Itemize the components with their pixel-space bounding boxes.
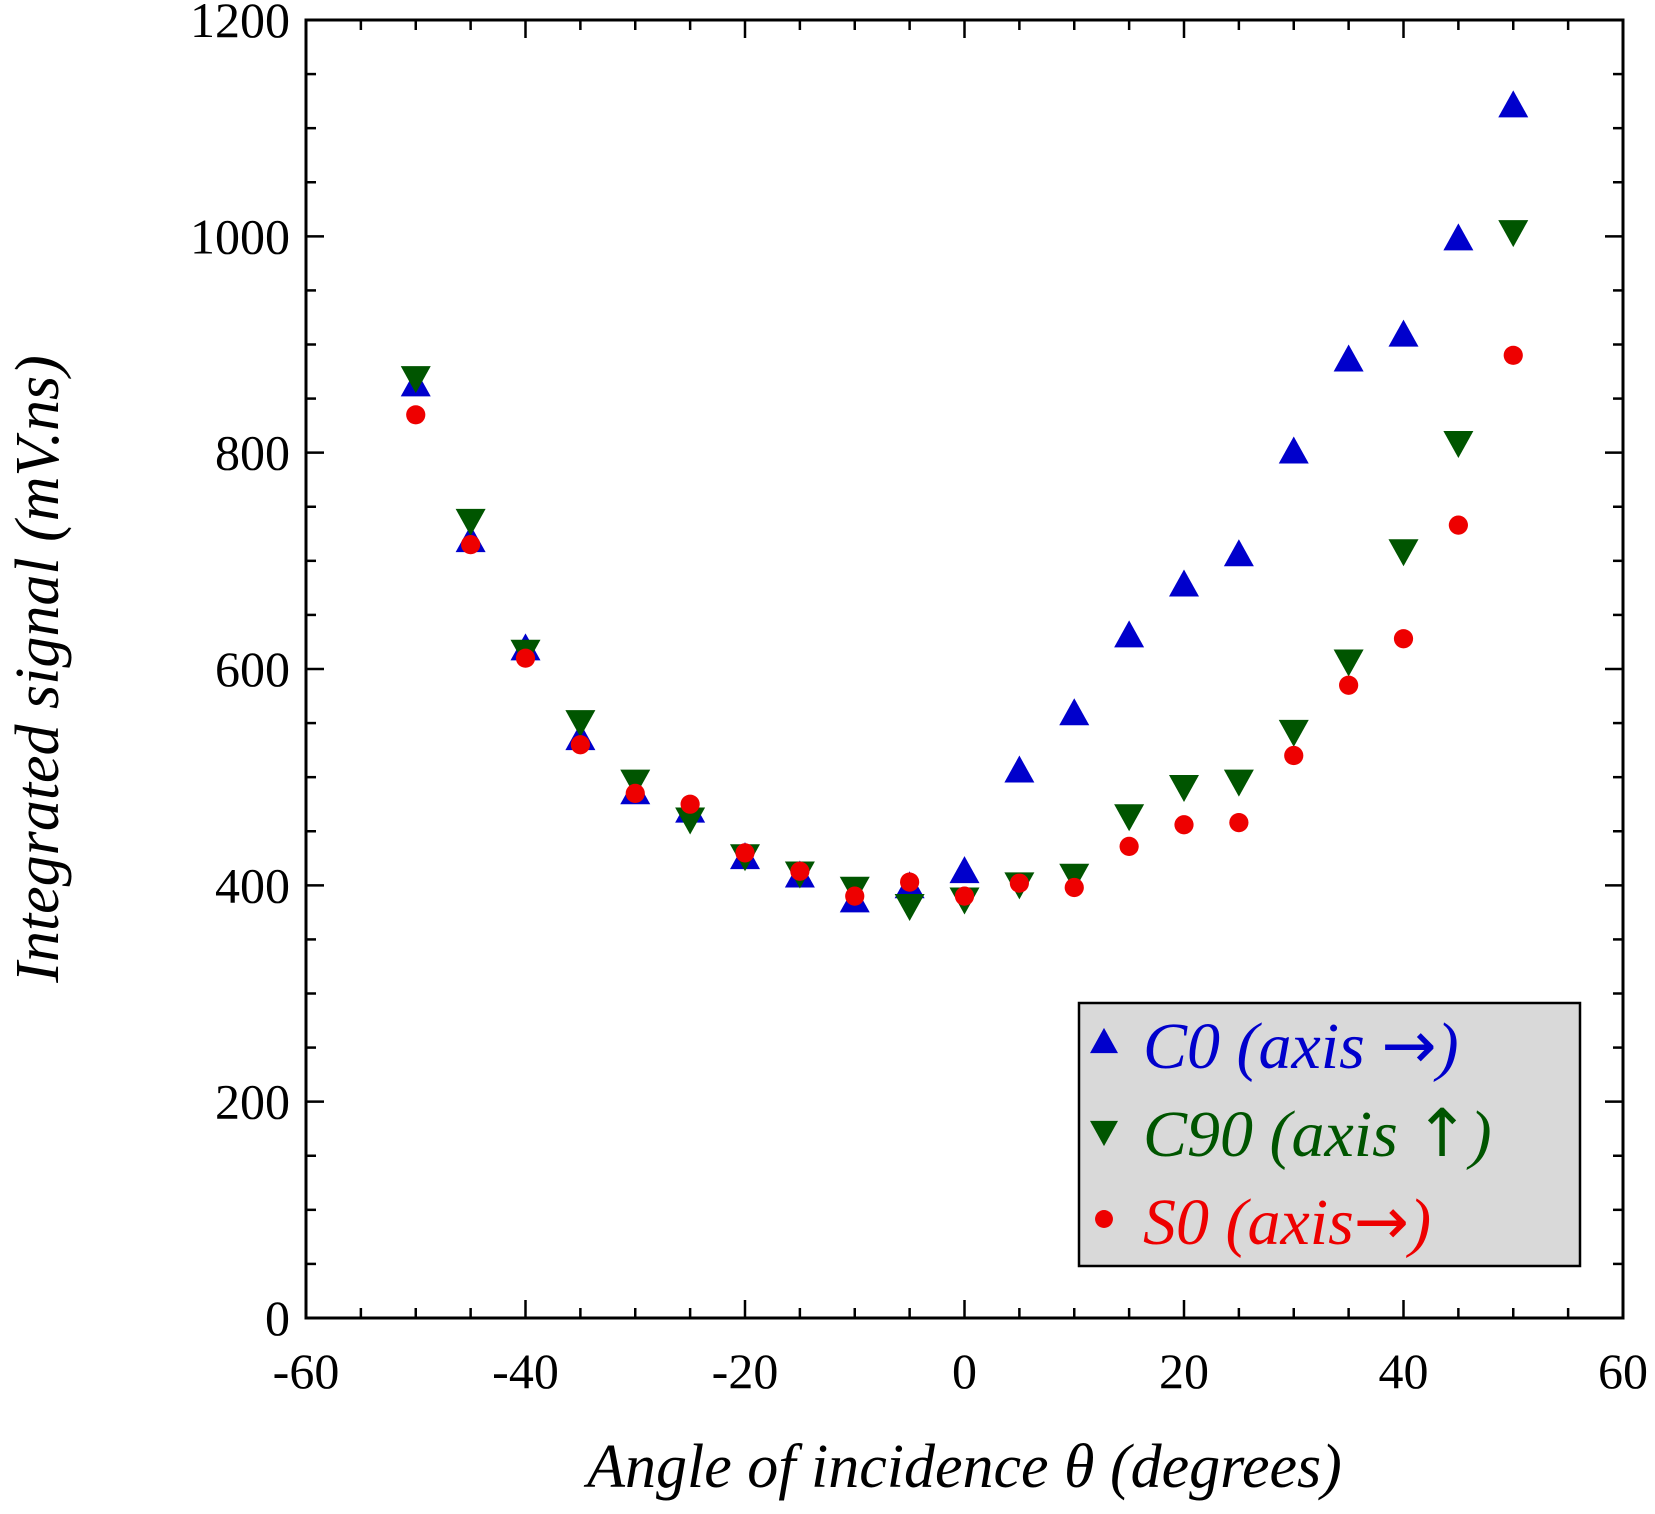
data-point-c0 <box>1223 539 1254 567</box>
data-point-c0 <box>1443 223 1474 251</box>
legend-arrow-icon: → <box>1381 1007 1436 1084</box>
series-c0 <box>400 90 1529 913</box>
data-point-c90 <box>894 894 925 922</box>
data-point-c90 <box>1443 431 1474 459</box>
legend-label-close: ) <box>1405 1186 1431 1259</box>
data-point-c90 <box>1169 775 1199 803</box>
y-tick-label: 200 <box>215 1074 290 1130</box>
data-point-s0 <box>680 794 700 814</box>
data-points <box>400 90 1529 922</box>
data-point-s0 <box>1503 345 1523 365</box>
legend-arrow-icon: → <box>1354 1183 1409 1260</box>
series-c90 <box>400 220 1529 922</box>
x-tick-label: -60 <box>273 1343 340 1399</box>
data-point-s0 <box>1393 629 1414 649</box>
data-point-c0 <box>1059 698 1090 726</box>
legend-marker-s0 <box>1095 1210 1113 1228</box>
legend-label-c0: C0 (axis →) <box>1143 1007 1459 1084</box>
legend-entries: C0 (axis →)C90 (axis ↑)S0 (axis→) <box>1090 1007 1492 1260</box>
data-point-c90 <box>1333 649 1364 677</box>
data-point-c90 <box>620 769 651 797</box>
data-point-s0 <box>1119 836 1139 856</box>
data-point-s0 <box>515 648 536 668</box>
x-tick-label: 20 <box>1159 1343 1209 1399</box>
y-tick-label: 0 <box>265 1290 290 1346</box>
data-point-c90 <box>1388 539 1419 567</box>
legend-label-text: S0 (axis <box>1143 1186 1354 1259</box>
legend-label-text: C90 (axis <box>1143 1098 1414 1171</box>
data-point-s0 <box>845 886 865 906</box>
legend-label-text: C0 (axis <box>1143 1010 1381 1083</box>
data-point-s0 <box>1229 812 1249 833</box>
data-point-s0 <box>625 783 645 803</box>
y-tick-labels: 0 200 400 600 800 1000 1200 <box>190 0 290 1346</box>
legend-marker-c90 <box>1090 1120 1118 1147</box>
data-point-c0 <box>1498 90 1529 118</box>
data-point-c90 <box>565 710 596 738</box>
data-point-s0 <box>1009 873 1029 893</box>
y-tick-label: 800 <box>215 425 290 481</box>
data-point-c90 <box>400 366 431 394</box>
legend-label-s0: S0 (axis→) <box>1143 1183 1431 1260</box>
data-point-s0 <box>735 843 755 863</box>
x-axis-title: Angle of incidence θ (degrees) <box>583 1433 1342 1501</box>
data-point-c0 <box>1169 569 1199 597</box>
data-point-s0 <box>570 735 590 755</box>
data-point-c0 <box>1388 319 1419 347</box>
data-point-s0 <box>406 405 426 425</box>
y-tick-label: 1200 <box>190 0 290 48</box>
data-point-s0 <box>461 535 481 555</box>
legend-label-close: ) <box>1466 1098 1492 1171</box>
data-point-s0 <box>790 861 810 881</box>
y-tick-label: 600 <box>215 641 290 697</box>
x-tick-label: 0 <box>952 1343 977 1399</box>
data-point-c90 <box>1223 769 1254 797</box>
data-point-c0 <box>1114 620 1145 648</box>
legend-box <box>1077 1001 1582 1268</box>
x-tick-label: -40 <box>492 1343 559 1399</box>
data-point-c0 <box>949 856 980 884</box>
data-point-c90 <box>1114 804 1145 832</box>
data-point-s0 <box>1064 877 1084 898</box>
data-point-s0 <box>1174 815 1194 835</box>
legend-label-c90: C90 (axis ↑) <box>1143 1095 1492 1172</box>
y-tick-label: 400 <box>215 857 290 913</box>
data-point-c90 <box>675 807 706 835</box>
data-point-c90 <box>1059 863 1090 891</box>
x-tick-label: 60 <box>1598 1343 1648 1399</box>
legend-label-close: ) <box>1433 1010 1459 1083</box>
data-point-s0 <box>1448 515 1468 535</box>
data-point-s0 <box>1284 745 1304 766</box>
legend-marker-c0 <box>1090 1027 1118 1054</box>
data-point-c0 <box>1333 344 1364 372</box>
y-tick-label: 1000 <box>190 208 290 264</box>
data-point-c90 <box>1278 719 1309 747</box>
data-point-s0 <box>954 886 975 906</box>
series-s0 <box>406 345 1523 906</box>
data-point-s0 <box>900 872 920 892</box>
data-point-c0 <box>1004 755 1035 783</box>
axis-ticks <box>304 18 1625 1320</box>
x-tick-label: 40 <box>1379 1343 1429 1399</box>
legend: C0 (axis →)C90 (axis ↑)S0 (axis→) <box>1077 1001 1582 1268</box>
data-point-s0 <box>1339 675 1359 695</box>
data-point-c90 <box>455 508 486 536</box>
x-tick-labels: -60 -40 -20 0 20 40 60 <box>273 1343 1648 1399</box>
x-tick-label: -20 <box>712 1343 779 1399</box>
data-point-c90 <box>1498 220 1529 248</box>
data-point-c0 <box>1278 436 1309 464</box>
legend-arrow-icon: ↑ <box>1414 1095 1469 1172</box>
y-axis-title: Integrated signal (mV.ns) <box>4 355 72 983</box>
